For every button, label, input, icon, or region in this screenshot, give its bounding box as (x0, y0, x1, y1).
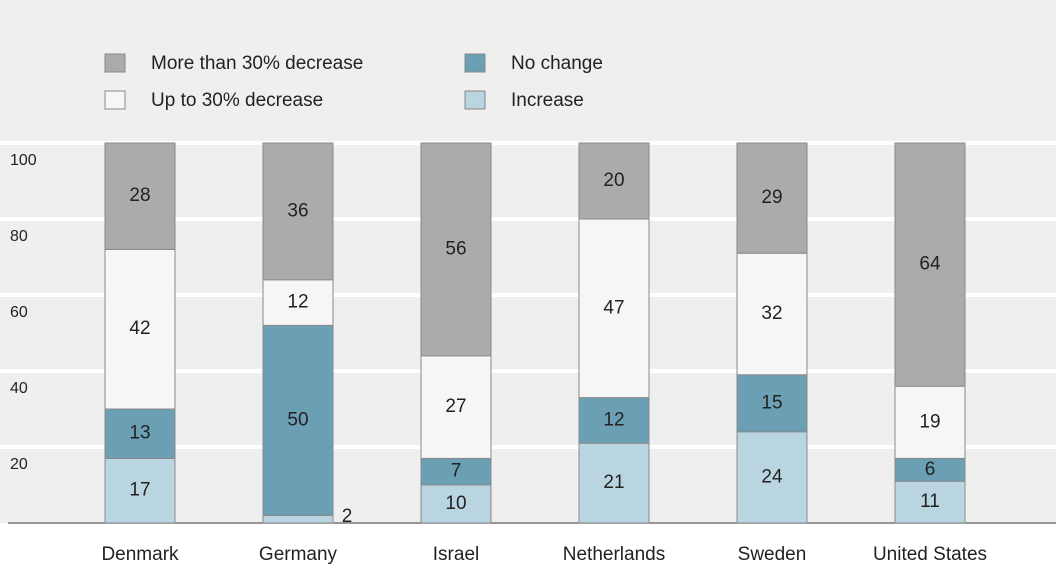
bar-segment (104, 142, 176, 250)
bar-segment (736, 142, 808, 254)
x-tick-label: United States (873, 544, 987, 565)
data-label: 27 (445, 396, 466, 417)
data-label: 56 (445, 238, 466, 259)
data-label: 10 (445, 493, 466, 514)
data-label: 20 (603, 170, 624, 191)
legend-swatch (464, 53, 486, 73)
y-tick-label: 20 (10, 456, 28, 473)
legend-swatch (104, 90, 126, 110)
bar-segment (104, 248, 176, 410)
data-label: 36 (287, 200, 308, 221)
data-label: 28 (129, 185, 150, 206)
legend-label: Increase (511, 90, 584, 111)
bar-segment (420, 355, 492, 459)
bar-segment (894, 142, 966, 387)
y-tick-label: 60 (10, 304, 28, 321)
data-label: 7 (451, 461, 462, 482)
bar-segment (262, 514, 334, 524)
bar-segment (262, 279, 334, 326)
plot-background (0, 0, 1056, 523)
bar-segment (420, 484, 492, 524)
bar-segment (578, 442, 650, 524)
x-tick-label: Netherlands (563, 544, 665, 565)
y-tick-label: 40 (10, 380, 28, 397)
data-label: 11 (920, 491, 940, 512)
bar-segment (104, 408, 176, 459)
data-label: 15 (761, 392, 782, 413)
x-tick-label: Germany (259, 544, 338, 565)
data-label: 32 (761, 303, 782, 324)
x-tick-label: Sweden (738, 544, 807, 565)
bar-segment (894, 480, 966, 524)
data-label: 24 (761, 466, 783, 487)
bar-segment (262, 324, 334, 516)
data-label: 21 (603, 472, 624, 493)
bar-segment (578, 142, 650, 220)
bar-segment (104, 457, 176, 524)
legend-swatch (104, 53, 126, 73)
x-tick-label: Denmark (101, 544, 179, 565)
legend-label: Up to 30% decrease (151, 90, 323, 111)
legend-swatch (464, 90, 486, 110)
y-tick-label: 100 (10, 152, 37, 169)
bar-segment (578, 218, 650, 399)
bar-segment (736, 374, 808, 433)
data-label: 29 (761, 187, 782, 208)
data-label: 6 (925, 459, 936, 480)
data-label: 17 (129, 480, 150, 501)
bar-segment (736, 431, 808, 524)
data-label: 12 (603, 409, 624, 430)
data-label: 47 (603, 297, 624, 318)
legend-label: No change (511, 53, 603, 74)
data-label: 64 (919, 254, 941, 275)
bar-segment (262, 142, 334, 281)
y-tick-label: 80 (10, 228, 28, 245)
data-label: 42 (129, 318, 150, 339)
bar-segment (894, 385, 966, 459)
bar-segment (420, 457, 492, 486)
data-label: 13 (129, 423, 150, 444)
x-tick-label: Israel (433, 544, 479, 565)
bar-segment (420, 142, 492, 357)
data-label: 2 (342, 506, 353, 527)
bar-segment (736, 252, 808, 376)
legend-label: More than 30% decrease (151, 53, 363, 74)
data-label: 12 (287, 292, 308, 313)
data-label: 50 (287, 409, 308, 430)
data-label: 19 (919, 411, 940, 432)
